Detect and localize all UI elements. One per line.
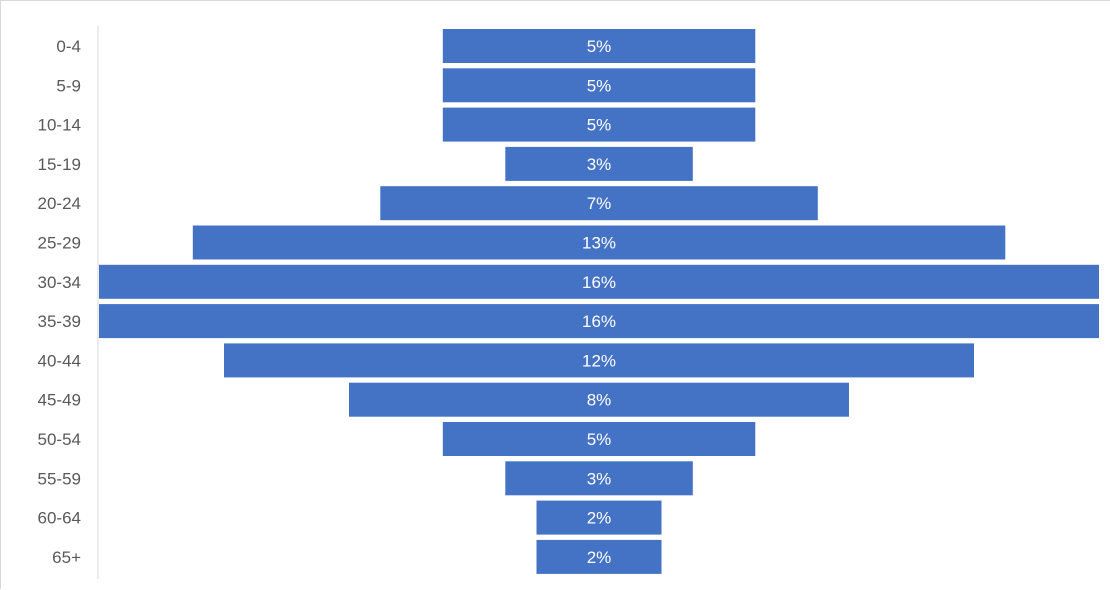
bar-15-19 <box>505 146 693 181</box>
bar-30-34 <box>99 264 1099 299</box>
bar-50-54 <box>442 422 756 456</box>
bar-5-9 <box>442 68 756 103</box>
bar-55-59 <box>505 461 693 496</box>
bar-45-49 <box>349 382 849 417</box>
data-label-50-54: 5% <box>587 430 612 449</box>
category-label-65+: 65+ <box>52 548 81 567</box>
category-label-40-44: 40-44 <box>38 351 81 370</box>
category-label-10-14: 10-14 <box>38 116 81 135</box>
category-label-55-59: 55-59 <box>38 469 81 488</box>
data-label-60-64: 2% <box>587 509 612 528</box>
category-label-60-64: 60-64 <box>38 509 81 528</box>
bar-35-39 <box>99 304 1099 339</box>
bar-20-24 <box>380 186 818 221</box>
data-label-20-24: 7% <box>587 194 612 213</box>
data-label-30-34: 16% <box>582 273 616 292</box>
category-label-0-4: 0-4 <box>56 37 81 56</box>
bar-10-14 <box>442 107 756 142</box>
bar-60-64 <box>536 500 662 535</box>
bar-65+ <box>536 539 662 574</box>
data-label-40-44: 12% <box>582 351 616 370</box>
category-label-15-19: 15-19 <box>38 155 81 174</box>
data-label-5-9: 5% <box>587 76 612 95</box>
bar-25-29 <box>192 225 1006 260</box>
category-label-50-54: 50-54 <box>38 430 81 449</box>
data-label-10-14: 5% <box>587 116 612 135</box>
data-label-0-4: 5% <box>587 37 612 56</box>
category-labels: 0-4 5-9 10-14 15-19 20-24 25-29 30-34 35-39 40-4… <box>38 37 82 567</box>
data-label-45-49: 8% <box>587 391 612 410</box>
data-label-35-39: 16% <box>582 312 616 331</box>
data-label-55-59: 3% <box>587 469 612 488</box>
category-label-25-29: 25-29 <box>38 234 81 253</box>
bar-40-44 <box>224 343 974 378</box>
bar-0-4 <box>442 29 756 63</box>
data-label-65+: 2% <box>587 548 612 567</box>
bars-layer <box>99 29 1099 574</box>
category-label-35-39: 35-39 <box>38 312 81 331</box>
category-label-20-24: 20-24 <box>38 194 81 213</box>
category-label-5-9: 5-9 <box>56 76 81 95</box>
category-label-30-34: 30-34 <box>38 273 81 292</box>
labels-layer: 5% 5% 5% 3% 7% 13% 16% 16% 12% 8% 5% 3% 2% 2% <box>582 37 616 567</box>
data-label-25-29: 13% <box>582 234 616 253</box>
data-label-15-19: 3% <box>587 155 612 174</box>
category-label-45-49: 45-49 <box>38 391 81 410</box>
